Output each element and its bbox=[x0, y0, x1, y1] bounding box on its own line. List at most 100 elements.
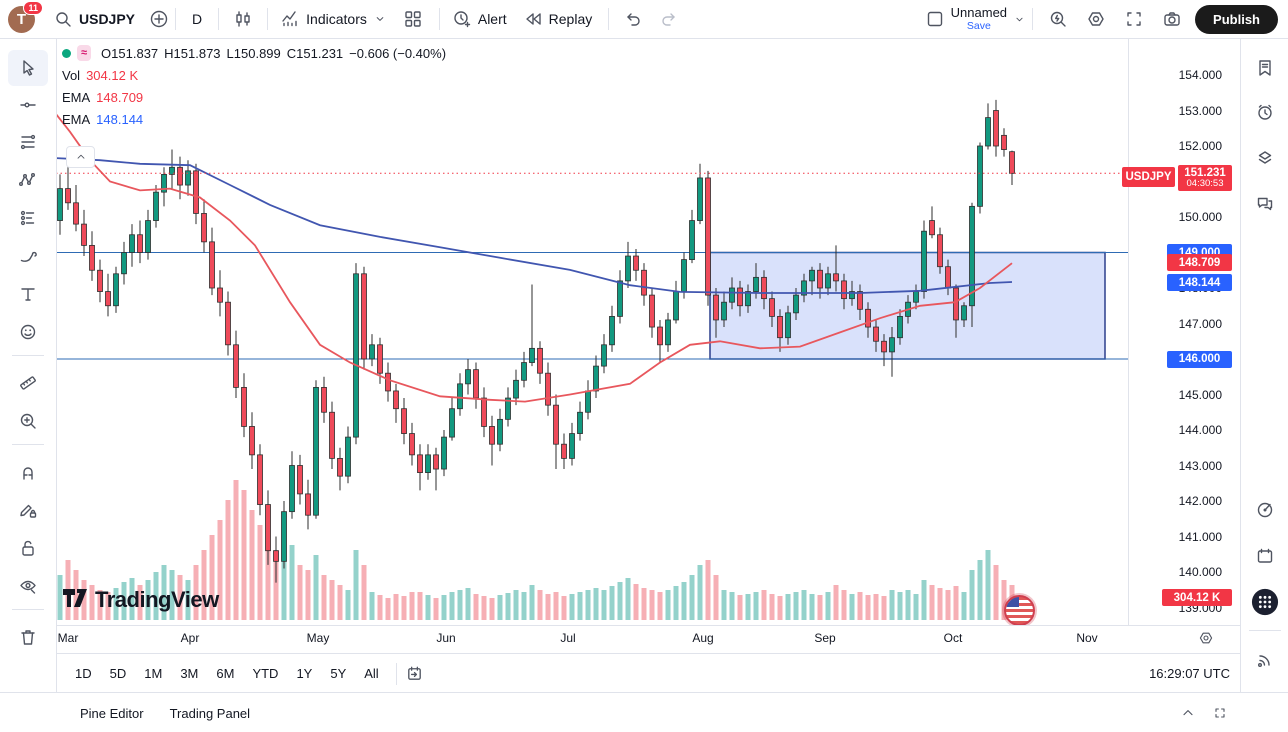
candle-body bbox=[97, 269, 103, 292]
compare-add-button[interactable] bbox=[149, 9, 169, 29]
volume-bar bbox=[809, 594, 815, 620]
fib-tool[interactable] bbox=[8, 124, 48, 160]
tab-pine-editor[interactable]: Pine Editor bbox=[80, 705, 144, 721]
volume-legend-row[interactable]: Vol 304.12 K bbox=[62, 68, 446, 83]
candle-body bbox=[513, 379, 519, 399]
symbol-legend-row[interactable]: ≈ O151.837 H151.873 L150.899 C151.231 −0… bbox=[62, 45, 446, 61]
streams-button[interactable] bbox=[1251, 646, 1279, 674]
candle-body bbox=[577, 411, 583, 434]
remove-drawings-tool[interactable] bbox=[8, 619, 48, 655]
volume-bar bbox=[905, 590, 911, 620]
prediction-tool[interactable] bbox=[8, 200, 48, 236]
lock-drawings-tool[interactable] bbox=[8, 530, 48, 566]
alert-button[interactable]: Alert bbox=[446, 9, 513, 29]
panel-maximize-icon[interactable] bbox=[1212, 705, 1228, 721]
snapshot-button[interactable] bbox=[1153, 9, 1191, 29]
candle-body bbox=[929, 220, 935, 236]
trend-line-tool[interactable] bbox=[8, 87, 48, 123]
candle-body bbox=[225, 301, 231, 346]
volume-bar bbox=[449, 592, 455, 620]
alerts-panel-button[interactable] bbox=[1251, 98, 1279, 126]
candle-body bbox=[273, 550, 279, 562]
panel-chevron-up-icon[interactable] bbox=[1180, 705, 1196, 721]
brush-tool[interactable] bbox=[8, 238, 48, 274]
volume-bar bbox=[761, 590, 767, 620]
price-axis[interactable] bbox=[1128, 38, 1241, 653]
redo-button[interactable] bbox=[651, 9, 687, 29]
chart-type-button[interactable] bbox=[225, 9, 261, 29]
undo-button[interactable] bbox=[615, 9, 651, 29]
indicators-button[interactable]: Indicators bbox=[274, 9, 393, 29]
candle-body bbox=[833, 273, 839, 282]
volume-bar bbox=[385, 598, 391, 620]
quick-search-button[interactable] bbox=[1039, 9, 1077, 29]
cursor-tool[interactable] bbox=[8, 50, 48, 86]
range-button-5D[interactable]: 5D bbox=[109, 666, 127, 681]
calendar-icon bbox=[1257, 548, 1273, 563]
axis-settings-gear-icon[interactable] bbox=[1198, 630, 1214, 646]
publish-button[interactable]: Publish bbox=[1195, 4, 1278, 34]
templates-button[interactable] bbox=[393, 9, 433, 29]
pattern-tool[interactable] bbox=[8, 162, 48, 198]
user-avatar[interactable]: T 11 bbox=[8, 0, 43, 33]
interval-button[interactable]: D bbox=[182, 11, 212, 27]
layout-square-icon bbox=[927, 11, 942, 27]
range-button-1M[interactable]: 1M bbox=[144, 666, 163, 681]
candle-body bbox=[465, 369, 471, 385]
candle-body bbox=[865, 308, 871, 328]
volume-bar bbox=[537, 590, 543, 620]
candle-body bbox=[593, 365, 599, 392]
emoji-tool[interactable] bbox=[8, 314, 48, 350]
ohlc-low: L150.899 bbox=[226, 45, 281, 61]
magnet-tool[interactable] bbox=[8, 454, 48, 490]
settings-button[interactable] bbox=[1077, 9, 1115, 29]
volume-bar bbox=[825, 592, 831, 620]
layout-button[interactable]: Unnamed Save bbox=[925, 5, 1026, 33]
volume-bar bbox=[457, 590, 463, 620]
volume-bar bbox=[745, 594, 751, 620]
candle-body bbox=[145, 220, 151, 253]
quick-search-icon bbox=[1050, 11, 1066, 27]
vol-label: Vol bbox=[62, 68, 81, 83]
apps-menu-button[interactable] bbox=[1251, 588, 1279, 616]
ema-fast-legend-row[interactable]: EMA 148.709 bbox=[62, 90, 446, 105]
chart-canvas[interactable] bbox=[56, 38, 1128, 625]
ohlc-change: −0.606 (−0.40%) bbox=[349, 45, 447, 61]
range-button-All[interactable]: All bbox=[364, 666, 379, 681]
volume-bar bbox=[833, 585, 839, 620]
candle-body bbox=[953, 287, 959, 321]
zoom-in-tool[interactable] bbox=[8, 403, 48, 439]
range-button-5Y[interactable]: 5Y bbox=[330, 666, 347, 681]
ideas-button[interactable] bbox=[1251, 496, 1279, 524]
watchlist-button[interactable] bbox=[1251, 54, 1279, 82]
object-tree-button[interactable] bbox=[1251, 144, 1279, 172]
symbol-search-button[interactable]: USDJPY bbox=[53, 9, 135, 29]
range-button-1D[interactable]: 1D bbox=[75, 666, 92, 681]
candle-body bbox=[329, 411, 335, 459]
range-button-6M[interactable]: 6M bbox=[216, 666, 235, 681]
candle-body bbox=[873, 326, 879, 342]
time-axis[interactable] bbox=[56, 625, 1240, 654]
clock[interactable]: 16:29:07 UTC bbox=[1149, 666, 1230, 681]
text-tool[interactable] bbox=[8, 276, 48, 312]
measure-tool[interactable] bbox=[8, 365, 48, 401]
drawing-mode-tool[interactable] bbox=[8, 492, 48, 528]
range-button-YTD[interactable]: YTD bbox=[252, 666, 279, 681]
tab-trading-panel[interactable]: Trading Panel bbox=[169, 705, 251, 721]
fullscreen-button[interactable] bbox=[1115, 9, 1153, 29]
calendar-button[interactable] bbox=[1251, 542, 1279, 570]
replay-button[interactable]: Replay bbox=[513, 9, 603, 29]
range-button-3M[interactable]: 3M bbox=[180, 666, 199, 681]
goto-date-icon[interactable] bbox=[405, 664, 424, 683]
candle-body bbox=[433, 454, 439, 470]
legend-collapse-button[interactable] bbox=[66, 146, 95, 168]
save-button[interactable]: Save bbox=[966, 20, 991, 33]
ema-slow-legend-row[interactable]: EMA 148.144 bbox=[62, 112, 446, 127]
volume-bar bbox=[681, 582, 687, 620]
volume-bar bbox=[649, 590, 655, 620]
hide-drawings-tool[interactable] bbox=[8, 568, 48, 604]
range-button-1Y[interactable]: 1Y bbox=[296, 666, 313, 681]
alarm-clock-icon bbox=[1258, 104, 1272, 120]
candle-body bbox=[449, 408, 455, 438]
chat-button[interactable] bbox=[1251, 190, 1279, 218]
